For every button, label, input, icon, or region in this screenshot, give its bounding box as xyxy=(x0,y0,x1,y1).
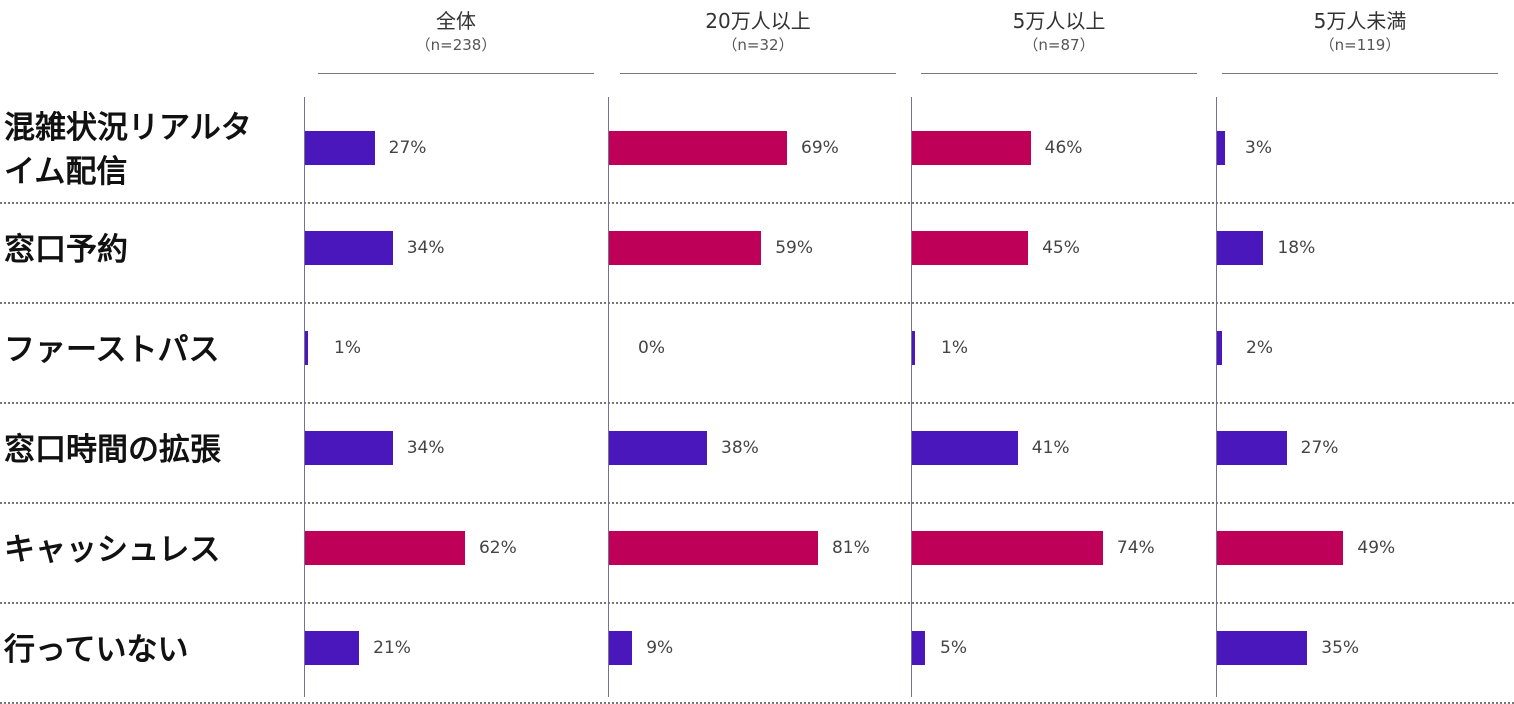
data-label: 27% xyxy=(1300,438,1339,458)
data-label: 62% xyxy=(478,538,517,558)
column-header-rule xyxy=(620,73,896,74)
bar xyxy=(912,231,1029,265)
data-label: 49% xyxy=(1357,538,1396,558)
column-axis-line xyxy=(1216,97,1217,697)
bar xyxy=(912,331,915,365)
column-header: 20万人以上 （n=32） xyxy=(620,8,896,56)
bar xyxy=(912,131,1031,165)
row-label-text: キャッシュレス xyxy=(4,528,220,572)
column-sample-size: （n=32） xyxy=(722,36,794,54)
column-header: 5万人未満 （n=119） xyxy=(1222,8,1498,56)
data-label: 45% xyxy=(1042,238,1080,258)
bar xyxy=(1217,531,1344,565)
row-label-line: 窓口予約 xyxy=(4,232,128,268)
bar xyxy=(305,631,360,665)
data-label: 1% xyxy=(334,338,361,358)
bar xyxy=(1217,631,1308,665)
row-label: 混雑状況リアルタ イム配信 xyxy=(4,100,294,200)
column-header-rule xyxy=(1222,73,1498,74)
bar xyxy=(609,231,762,265)
data-label: 81% xyxy=(831,538,870,558)
bar xyxy=(912,631,925,665)
column-axis-line xyxy=(304,97,305,697)
row-label: 行っていない xyxy=(4,600,294,700)
row-label-text: 窓口時間の拡張 xyxy=(4,428,221,472)
row-separator xyxy=(0,302,1514,304)
data-label: 2% xyxy=(1246,338,1273,358)
row-label-line: イム配信 xyxy=(4,154,128,190)
bar xyxy=(1217,431,1287,465)
bar xyxy=(305,231,393,265)
row-separator xyxy=(0,202,1514,204)
column-sample-size: （n=119） xyxy=(1319,36,1401,54)
column-title: 5万人未満 xyxy=(1313,9,1407,33)
data-label: 34% xyxy=(406,438,445,458)
column-header-rule xyxy=(921,73,1197,74)
data-label: 74% xyxy=(1116,538,1155,558)
data-label: 5% xyxy=(940,638,967,658)
column-axis-line xyxy=(911,97,912,697)
bar xyxy=(1217,331,1223,365)
row-label-text: 混雑状況リアルタ イム配信 xyxy=(4,106,252,194)
column-header: 5万人以上 （n=87） xyxy=(921,8,1197,56)
data-label: 0% xyxy=(638,338,665,358)
row-separator xyxy=(0,402,1514,404)
data-label: 35% xyxy=(1321,638,1360,658)
bar xyxy=(305,531,465,565)
bar xyxy=(609,631,633,665)
column-title: 20万人以上 xyxy=(705,9,811,33)
row-label-line: ファーストパス xyxy=(4,332,220,368)
bar xyxy=(912,531,1103,565)
column-header-rule xyxy=(318,73,594,74)
data-label: 59% xyxy=(775,238,814,258)
row-label-line: 行っていない xyxy=(4,632,189,668)
data-label: 46% xyxy=(1044,138,1083,158)
column-sample-size: （n=87） xyxy=(1023,36,1095,54)
row-separator xyxy=(0,602,1514,604)
row-label: ファーストパス xyxy=(4,300,294,400)
row-label: 窓口時間の拡張 xyxy=(4,400,294,500)
row-label-line: 窓口時間の拡張 xyxy=(4,432,221,468)
data-label: 69% xyxy=(801,138,839,158)
bar xyxy=(609,131,788,165)
data-label: 27% xyxy=(388,138,427,158)
bar xyxy=(1217,231,1264,265)
row-label-text: ファーストパス xyxy=(4,328,219,372)
bar xyxy=(609,431,708,465)
data-label: 34% xyxy=(406,238,445,258)
data-label: 9% xyxy=(646,638,674,658)
bar xyxy=(1217,131,1225,165)
data-label: 18% xyxy=(1277,238,1316,258)
row-label: キャッシュレス xyxy=(4,500,294,600)
column-sample-size: （n=238） xyxy=(415,36,497,54)
row-label-line: 混雑状況リアルタ xyxy=(4,110,252,146)
row-label-line: キャッシュレス xyxy=(4,532,221,568)
row-label-text: 行っていない xyxy=(4,628,188,672)
column-title: 5万人以上 xyxy=(1012,9,1106,33)
bar xyxy=(305,131,375,165)
row-label: 窓口予約 xyxy=(4,200,294,300)
bar xyxy=(912,431,1018,465)
column-title: 全体 xyxy=(436,9,476,33)
bar xyxy=(305,331,308,365)
bar xyxy=(609,531,818,565)
bar xyxy=(305,431,393,465)
column-header: 全体 （n=238） xyxy=(318,8,594,56)
data-label: 38% xyxy=(721,438,759,458)
row-label-text: 窓口予約 xyxy=(4,228,128,272)
data-label: 3% xyxy=(1245,138,1272,158)
data-label: 41% xyxy=(1031,438,1070,458)
data-label: 21% xyxy=(373,638,411,658)
column-axis-line xyxy=(608,97,609,697)
row-separator xyxy=(0,502,1514,504)
data-label: 1% xyxy=(941,338,968,358)
